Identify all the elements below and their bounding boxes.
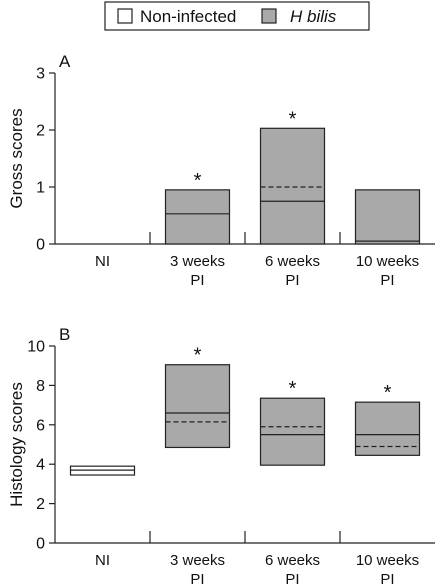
- x-category-label: 6 weeks: [265, 552, 320, 569]
- x-category-label: 3 weeks: [170, 253, 225, 270]
- x-category-label: NI: [95, 552, 110, 569]
- x-category-label: NI: [95, 253, 110, 270]
- y-tick-label: 2: [36, 123, 45, 140]
- x-category-label: 10 weeks: [356, 253, 419, 270]
- x-category-label: PI: [380, 272, 394, 289]
- legend-frame: [104, 1, 370, 31]
- box-4: [354, 401, 421, 456]
- x-category-label: PI: [380, 571, 394, 584]
- x-category-label: PI: [190, 571, 204, 584]
- y-tick-label: 2: [36, 496, 45, 513]
- x-category-label: PI: [285, 571, 299, 584]
- x-category-label: 10 weeks: [356, 552, 419, 569]
- box-3: [259, 397, 326, 466]
- significance-star: *: [289, 108, 297, 130]
- y-tick-label: 0: [36, 536, 45, 553]
- x-category-label: 3 weeks: [170, 552, 225, 569]
- legend: Non-infected H bilis: [104, 1, 370, 31]
- y-tick-label: 0: [36, 237, 45, 254]
- x-category-label: 6 weeks: [265, 253, 320, 270]
- y-axis-title: Gross scores: [7, 108, 26, 208]
- panel-label: B: [59, 325, 70, 344]
- significance-star: *: [194, 345, 202, 367]
- legend-swatch-h-bilis: [261, 8, 277, 24]
- y-tick-label: 1: [36, 180, 45, 197]
- x-category-label: PI: [190, 272, 204, 289]
- significance-star: *: [289, 378, 297, 400]
- significance-star: *: [194, 170, 202, 192]
- y-tick-label: 4: [36, 457, 45, 474]
- panel-label: A: [59, 52, 71, 71]
- y-axis-title: Histology scores: [7, 382, 26, 507]
- y-tick-label: 3: [36, 66, 45, 83]
- legend-swatch-non-infected: [117, 8, 133, 24]
- panel-b-chart: 0 2 4 6 8 10 NI 3 weeks PI 6 weeks PI 10 weeks PI His…: [7, 325, 435, 584]
- panel-a-chart: 0 1 2 3 NI 3 weeks PI 6 weeks PI 10 weeks PI Gross …: [7, 52, 435, 289]
- x-category-label: PI: [285, 272, 299, 289]
- legend-label-h-bilis: H bilis: [290, 7, 337, 26]
- box-4: [354, 189, 421, 245]
- box-2: [164, 364, 231, 449]
- legend-label-non-infected: Non-infected: [140, 7, 236, 26]
- box-2: [164, 189, 231, 245]
- significance-star: *: [384, 382, 392, 404]
- y-tick-label: 10: [27, 339, 45, 356]
- box-3: [259, 127, 326, 245]
- y-tick-label: 8: [36, 378, 45, 395]
- y-tick-label: 6: [36, 417, 45, 434]
